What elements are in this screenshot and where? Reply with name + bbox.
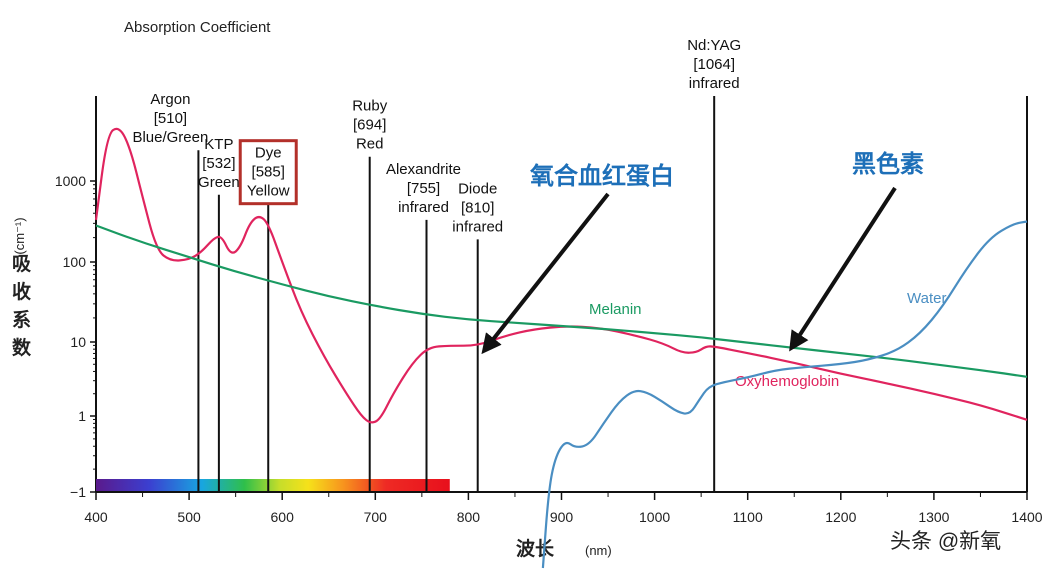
laser-label: Dye	[255, 145, 282, 162]
laser-label: Yellow	[247, 183, 290, 200]
x-tick-label: 1000	[639, 509, 670, 525]
series-label-water: Water	[907, 290, 946, 307]
laser-label: [510]	[154, 110, 187, 127]
x-tick-label: 900	[550, 509, 574, 525]
y-axis-unit: (cm⁻¹)	[12, 217, 27, 254]
laser-label: infrared	[452, 218, 503, 235]
x-tick-label: 1200	[825, 509, 856, 525]
y-tick-label: −1	[70, 484, 86, 500]
laser-label: Nd:YAG	[687, 37, 741, 54]
spectrum-bar-group	[96, 479, 450, 491]
x-tick-label: 800	[457, 509, 481, 525]
laser-label: [1064]	[693, 56, 735, 73]
series-line-oxyhemoglobin	[94, 127, 1028, 424]
laser-label: [755]	[407, 180, 440, 197]
y-tick-label: 1000	[55, 173, 86, 189]
y-axis-label-char: 系	[12, 309, 31, 331]
series-label-oxyhemoglobin: Oxyhemoglobin	[735, 373, 839, 390]
dye-highlight-box	[238, 139, 298, 206]
laser-label: infrared	[398, 199, 449, 216]
x-tick-label: 1300	[918, 509, 949, 525]
y-tick-label: 100	[63, 254, 87, 270]
annotation-label: 氧合血红蛋白	[530, 161, 674, 190]
x-tick-label: 1400	[1011, 509, 1042, 525]
laser-label: [532]	[202, 155, 235, 172]
series-label-melanin: Melanin	[589, 301, 642, 318]
chart-title: Absorption Coefficient	[124, 19, 271, 36]
laser-label: Green	[198, 174, 240, 191]
series-lines: Oxyhemoglobin Melanin Water	[94, 127, 1028, 569]
x-tick-label: 1100	[733, 509, 763, 525]
laser-label: [694]	[353, 117, 386, 134]
visible-spectrum-bar	[96, 479, 450, 491]
laser-label: Red	[356, 136, 384, 153]
y-axis-label-char: 吸	[12, 253, 32, 275]
laser-label: Argon	[150, 91, 190, 108]
laser-label: [810]	[461, 199, 494, 216]
watermark: 头条 @新氧	[890, 530, 1001, 553]
x-axis-label: 波长	[516, 537, 555, 560]
series-line-water	[541, 220, 1028, 569]
annotation-label: 黑色素	[852, 149, 924, 178]
y-tick-label: 1	[78, 408, 86, 424]
y-axis-label-char: 数	[12, 336, 32, 359]
laser-label: Diode	[458, 180, 497, 197]
x-tick-label: 600	[271, 509, 295, 525]
laser-label: Blue/Green	[132, 129, 208, 146]
laser-label: KTP	[204, 136, 233, 153]
laser-label: [585]	[252, 164, 285, 181]
x-axis-unit: (nm)	[585, 543, 612, 558]
x-tick-label: 700	[364, 509, 388, 525]
laser-label: infrared	[689, 75, 740, 92]
y-tick-label: 10	[70, 334, 86, 350]
annotation-arrow	[481, 192, 610, 355]
x-tick-label: 500	[177, 509, 201, 525]
y-axis-label-char: 收	[12, 280, 31, 303]
annotations: 氧合血红蛋白 黑色素	[481, 149, 924, 355]
laser-label: Alexandrite	[386, 161, 461, 178]
axes: 1000 100 10 1 −1 400 500 600 700 800 900 1000 1100 12…	[12, 96, 1043, 560]
laser-label: Ruby	[352, 98, 388, 115]
x-tick-label: 400	[84, 509, 108, 525]
annotation-arrow	[789, 186, 897, 352]
series-line-melanin	[95, 224, 1028, 378]
